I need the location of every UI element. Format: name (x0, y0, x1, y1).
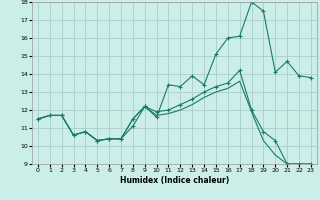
X-axis label: Humidex (Indice chaleur): Humidex (Indice chaleur) (120, 176, 229, 185)
